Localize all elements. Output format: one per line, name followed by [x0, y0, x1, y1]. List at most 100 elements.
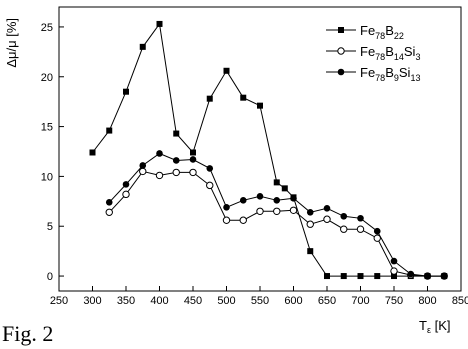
x-tick-label: 800	[418, 295, 436, 307]
figure-caption: Fig. 2	[2, 321, 53, 346]
legend-label-part: 3	[415, 52, 420, 62]
data-point	[323, 204, 331, 212]
data-point	[172, 157, 180, 164]
data-point	[105, 199, 113, 206]
data-point	[190, 149, 196, 156]
y-axis-title: Δμ/μ [%]	[4, 18, 19, 68]
data-point	[105, 208, 113, 216]
data-point	[357, 273, 364, 280]
legend-label-part: 22	[394, 31, 404, 41]
legend-label-part: 13	[410, 73, 420, 83]
series-layer	[89, 20, 448, 280]
x-tick-label: 400	[150, 295, 168, 307]
legend-label: Fe78B22	[360, 23, 404, 41]
data-point	[156, 20, 163, 27]
data-point	[206, 95, 213, 102]
x-tick-label: 350	[117, 295, 135, 307]
data-point	[223, 203, 230, 211]
series-line	[92, 22, 445, 277]
data-point	[289, 206, 298, 214]
legend-label-part: 78	[375, 73, 385, 83]
legend-label-part: 9	[394, 73, 399, 83]
legend-label-part: Fe	[360, 23, 375, 38]
x-tick-label: 600	[284, 295, 302, 307]
data-point	[407, 270, 415, 278]
data-point	[155, 171, 164, 180]
legend-label-part: Si	[399, 65, 411, 80]
data-point	[206, 181, 214, 190]
legend-label-part: B	[385, 23, 394, 38]
plot-frame	[58, 6, 462, 292]
data-point	[424, 272, 431, 280]
data-point	[356, 225, 365, 233]
legend-label-part: Fe	[360, 65, 375, 80]
data-point	[340, 273, 347, 280]
data-point	[357, 214, 364, 222]
data-point	[340, 225, 348, 233]
data-point	[337, 47, 345, 55]
data-point	[273, 207, 281, 215]
data-point	[139, 167, 147, 176]
x-tick-label: 250	[50, 295, 68, 307]
x-tick-label: 450	[184, 295, 202, 307]
data-point	[440, 272, 448, 280]
data-point	[122, 190, 130, 199]
y-tick-label: 25	[41, 22, 53, 34]
x-axis-title-main: T	[419, 318, 427, 333]
data-point	[189, 156, 197, 163]
data-point	[290, 195, 297, 202]
data-point	[106, 127, 113, 134]
data-point	[89, 149, 96, 156]
legend-label-part: 14	[394, 52, 404, 62]
data-point	[256, 207, 264, 215]
legend-label: Fe78B9Si13	[360, 65, 420, 83]
y-tick-label: 0	[47, 271, 53, 283]
x-tick-label: 850	[452, 295, 468, 307]
data-point	[324, 273, 330, 280]
series-group	[105, 150, 448, 280]
data-point	[306, 220, 314, 228]
data-point	[139, 162, 147, 169]
x-axis-title-unit: [K]	[431, 318, 451, 333]
data-point	[123, 88, 129, 95]
data-point	[172, 168, 180, 177]
x-axis-title: Tε [K]	[419, 318, 450, 335]
data-point	[281, 185, 288, 192]
data-point	[338, 27, 344, 33]
data-point	[257, 102, 263, 109]
data-point	[173, 130, 180, 137]
axis-ticks: 250 300 350 400 450 500 550 600 650 700 750 800 850 0…	[41, 22, 468, 307]
legend-label-part: 78	[375, 52, 385, 62]
data-point	[122, 181, 130, 188]
data-point	[340, 212, 348, 220]
y-tick-label: 15	[41, 122, 53, 134]
data-point	[139, 43, 146, 50]
legend-label-part: B	[385, 44, 394, 59]
data-point	[256, 193, 264, 200]
data-point	[222, 216, 231, 224]
x-tick-label: 700	[351, 295, 369, 307]
data-point	[373, 234, 381, 242]
data-point	[373, 227, 381, 235]
x-tick-label: 550	[251, 295, 269, 307]
legend-label-part: Fe	[360, 44, 375, 59]
data-point	[374, 273, 381, 280]
x-axis-title-subscript: ε	[427, 325, 431, 335]
data-point	[273, 197, 281, 204]
legend-label: Fe78B14Si3	[360, 44, 420, 62]
legend-label-part: Si	[404, 44, 416, 59]
y-tick-label: 20	[41, 72, 53, 84]
data-point	[189, 168, 197, 177]
data-point	[391, 273, 397, 280]
data-point	[390, 267, 398, 275]
y-tick-label: 5	[47, 221, 53, 233]
data-point	[307, 248, 314, 255]
data-point	[206, 165, 214, 172]
data-point	[323, 215, 331, 223]
data-point	[273, 179, 280, 186]
x-tick-label: 500	[217, 295, 235, 307]
data-point	[223, 67, 230, 74]
data-point	[239, 216, 247, 224]
